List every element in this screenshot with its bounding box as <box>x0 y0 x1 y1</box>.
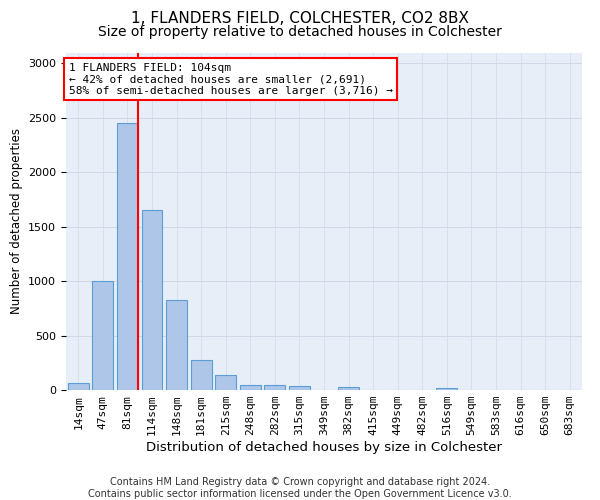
X-axis label: Distribution of detached houses by size in Colchester: Distribution of detached houses by size … <box>146 441 502 454</box>
Bar <box>338 388 359 390</box>
Bar <box>215 375 236 390</box>
Bar <box>68 384 89 390</box>
Bar <box>240 385 261 390</box>
Y-axis label: Number of detached properties: Number of detached properties <box>10 128 23 314</box>
Bar <box>92 281 113 390</box>
Text: 1 FLANDERS FIELD: 104sqm
← 42% of detached houses are smaller (2,691)
58% of sem: 1 FLANDERS FIELD: 104sqm ← 42% of detach… <box>68 62 392 96</box>
Text: Size of property relative to detached houses in Colchester: Size of property relative to detached ho… <box>98 25 502 39</box>
Bar <box>142 210 163 390</box>
Bar <box>289 386 310 390</box>
Bar <box>265 385 286 390</box>
Text: 1, FLANDERS FIELD, COLCHESTER, CO2 8BX: 1, FLANDERS FIELD, COLCHESTER, CO2 8BX <box>131 11 469 26</box>
Bar <box>166 300 187 390</box>
Bar <box>117 124 138 390</box>
Bar <box>191 360 212 390</box>
Text: Contains HM Land Registry data © Crown copyright and database right 2024.
Contai: Contains HM Land Registry data © Crown c… <box>88 478 512 499</box>
Bar <box>436 388 457 390</box>
